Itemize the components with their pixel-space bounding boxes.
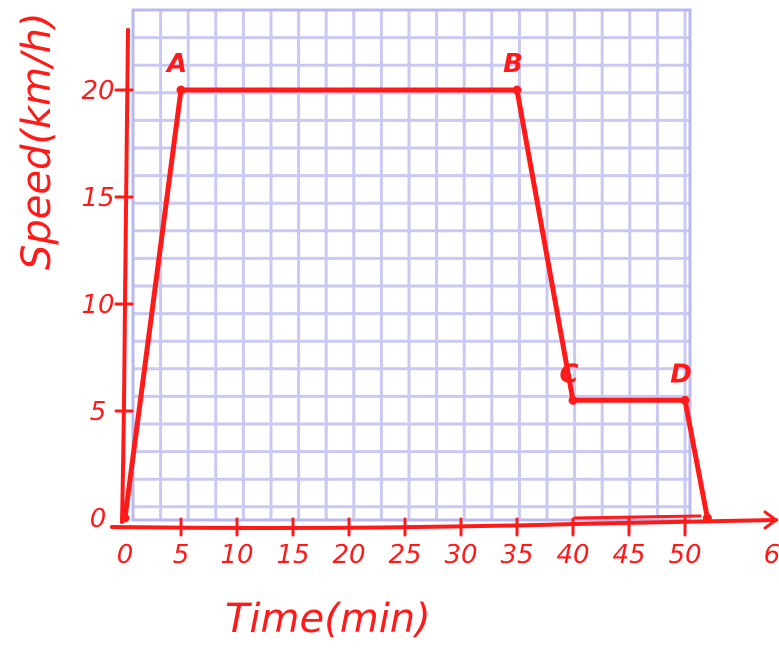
x-tick-label: 30 (444, 540, 477, 570)
labels: 0 5 10 15 20 25 30 35 40 45 50 60 0 5 10 15 20 A B C D (81, 49, 779, 570)
data-point (568, 395, 578, 405)
y-tick-label: 15 (81, 183, 114, 213)
y-tick-label: 0 (90, 504, 107, 534)
x-tick-label: 40 (556, 540, 589, 570)
x-tick-label: 25 (388, 540, 421, 570)
y-axis-title: Speed(km/h) (14, 12, 60, 270)
x-tick-label: 45 (612, 540, 645, 570)
point-label: B (503, 49, 523, 79)
x-axis-arrow (763, 510, 779, 530)
x-axis-stroke-extra (573, 514, 702, 520)
x-tick-label: 15 (276, 540, 309, 570)
x-tick-label: 60 (764, 540, 779, 570)
speed-line-layer (120, 85, 712, 523)
data-point (702, 513, 712, 523)
y-tick-label: 5 (90, 397, 107, 427)
grid-paper (131, 8, 692, 522)
data-point (512, 85, 522, 95)
tick-marks (114, 88, 687, 537)
y-axis-line (120, 28, 130, 524)
x-tick-label: 0 (117, 540, 134, 570)
x-tick-label: 5 (173, 540, 190, 570)
data-point (680, 395, 690, 405)
axes (110, 28, 779, 530)
point-label: D (670, 359, 692, 389)
grid-border (131, 8, 692, 522)
data-point (120, 513, 130, 523)
x-tick-label: 10 (220, 540, 253, 570)
x-axis-title: Time(min) (225, 596, 431, 642)
x-tick-label: 50 (668, 540, 701, 570)
y-tick-label: 10 (81, 290, 114, 320)
speed-line (122, 87, 710, 521)
point-label: C (559, 359, 578, 389)
y-tick-label: 20 (81, 76, 114, 106)
data-point (176, 85, 186, 95)
x-tick-label: 35 (500, 540, 533, 570)
point-label: A (165, 49, 187, 79)
x-tick-label: 20 (332, 540, 365, 570)
